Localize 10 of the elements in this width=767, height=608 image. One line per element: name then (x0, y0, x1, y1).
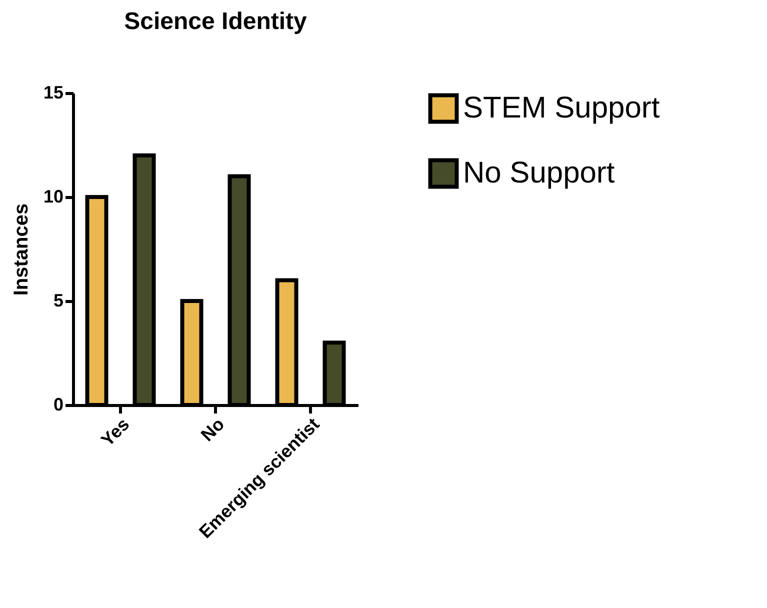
legend-label: No Support (463, 156, 616, 190)
y-tick-label: 10 (43, 186, 64, 206)
x-tick-label: No (197, 414, 228, 446)
legend-label: STEM Support (463, 92, 660, 124)
y-axis-title: Instances (10, 203, 32, 296)
x-tick-label: Yes (97, 414, 134, 450)
y-tick-label: 5 (53, 290, 64, 310)
chart-title: Science Identity (124, 8, 308, 35)
y-tick-label: 0 (53, 394, 64, 414)
y-tick-label: 15 (43, 82, 64, 102)
